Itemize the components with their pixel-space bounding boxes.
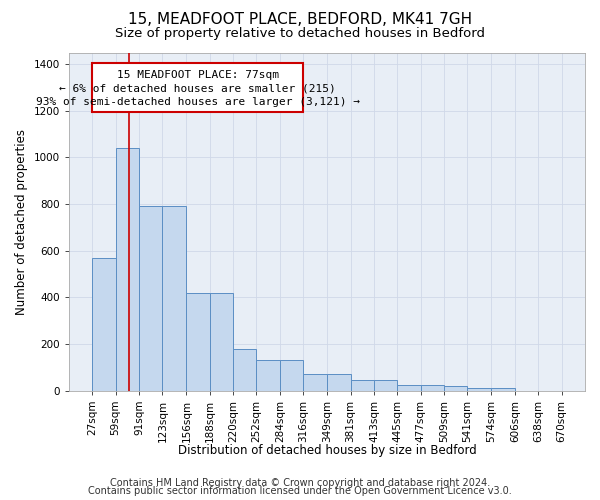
Bar xyxy=(256,360,280,390)
Bar xyxy=(397,384,421,390)
Text: Contains HM Land Registry data © Crown copyright and database right 2024.: Contains HM Land Registry data © Crown c… xyxy=(110,478,490,488)
Text: 93% of semi-detached houses are larger (3,121) →: 93% of semi-detached houses are larger (… xyxy=(36,97,360,107)
Bar xyxy=(491,388,515,390)
Bar xyxy=(421,384,444,390)
Text: 15, MEADFOOT PLACE, BEDFORD, MK41 7GH: 15, MEADFOOT PLACE, BEDFORD, MK41 7GH xyxy=(128,12,472,28)
X-axis label: Distribution of detached houses by size in Bedford: Distribution of detached houses by size … xyxy=(178,444,476,458)
Bar xyxy=(303,374,327,390)
Bar xyxy=(444,386,467,390)
Bar xyxy=(187,292,210,390)
Bar xyxy=(139,206,163,390)
Bar xyxy=(116,148,139,390)
Text: ← 6% of detached houses are smaller (215): ← 6% of detached houses are smaller (215… xyxy=(59,84,336,94)
Bar xyxy=(280,360,303,390)
Bar xyxy=(467,388,491,390)
Bar xyxy=(163,206,187,390)
Text: Contains public sector information licensed under the Open Government Licence v3: Contains public sector information licen… xyxy=(88,486,512,496)
Bar xyxy=(92,258,116,390)
Text: Size of property relative to detached houses in Bedford: Size of property relative to detached ho… xyxy=(115,28,485,40)
Bar xyxy=(210,292,233,390)
Text: 15 MEADFOOT PLACE: 77sqm: 15 MEADFOOT PLACE: 77sqm xyxy=(117,70,279,80)
Bar xyxy=(233,348,256,391)
Bar xyxy=(374,380,397,390)
Bar xyxy=(350,380,374,390)
FancyBboxPatch shape xyxy=(92,63,303,112)
Y-axis label: Number of detached properties: Number of detached properties xyxy=(15,128,28,314)
Bar xyxy=(327,374,350,390)
